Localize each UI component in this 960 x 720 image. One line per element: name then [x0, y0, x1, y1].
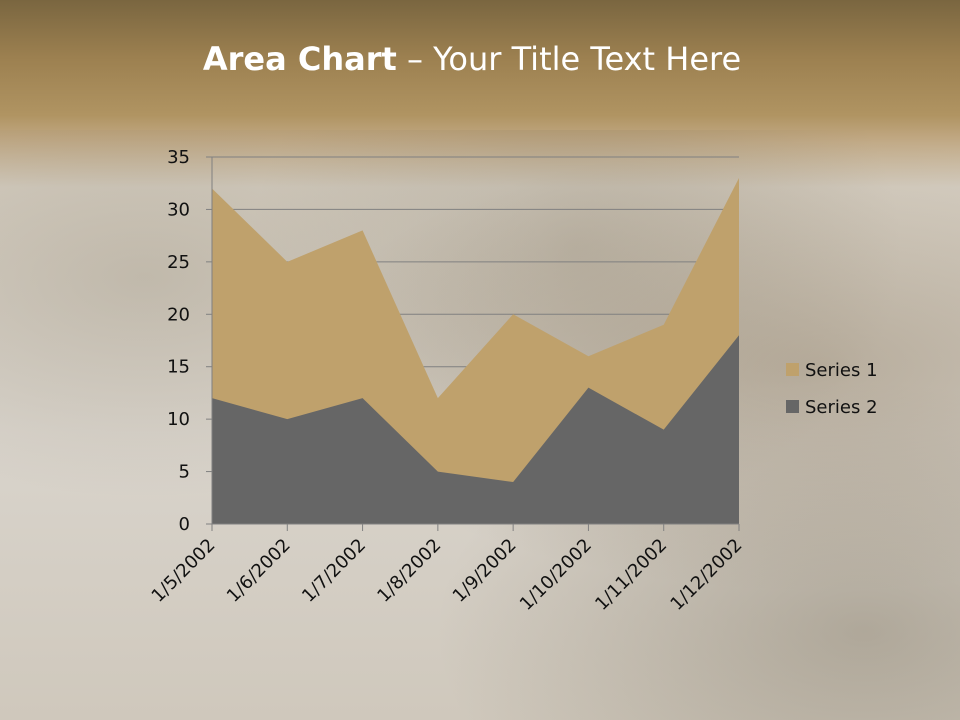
- legend-swatch: [786, 400, 799, 413]
- x-tick-label: 1/9/2002: [449, 535, 521, 607]
- x-tick-label: 1/6/2002: [223, 535, 295, 607]
- x-tick-label: 1/10/2002: [516, 535, 596, 615]
- legend-swatch: [786, 363, 799, 376]
- title-bold: Area Chart: [202, 40, 397, 78]
- x-tick-label: 1/7/2002: [298, 535, 370, 607]
- title-rest: – Your Title Text Here: [396, 40, 742, 78]
- y-tick-label: 10: [167, 409, 190, 430]
- x-tick-label: 1/5/2002: [148, 535, 220, 607]
- y-tick-label: 30: [167, 199, 190, 220]
- y-tick-label: 15: [167, 357, 190, 378]
- legend-label: Series 1: [805, 360, 878, 381]
- y-tick-label: 35: [167, 147, 190, 168]
- y-tick-label: 5: [179, 462, 190, 483]
- slide-title: Area Chart – Your Title Text Here: [0, 40, 944, 78]
- x-tick-label: 1/12/2002: [666, 535, 746, 615]
- legend-label: Series 2: [805, 397, 878, 418]
- y-tick-label: 20: [167, 304, 190, 325]
- y-tick-label: 25: [167, 252, 190, 273]
- y-tick-label: 0: [179, 514, 190, 535]
- x-tick-label: 1/11/2002: [591, 535, 671, 615]
- x-tick-label: 1/8/2002: [373, 535, 445, 607]
- area-series-2: [212, 335, 739, 524]
